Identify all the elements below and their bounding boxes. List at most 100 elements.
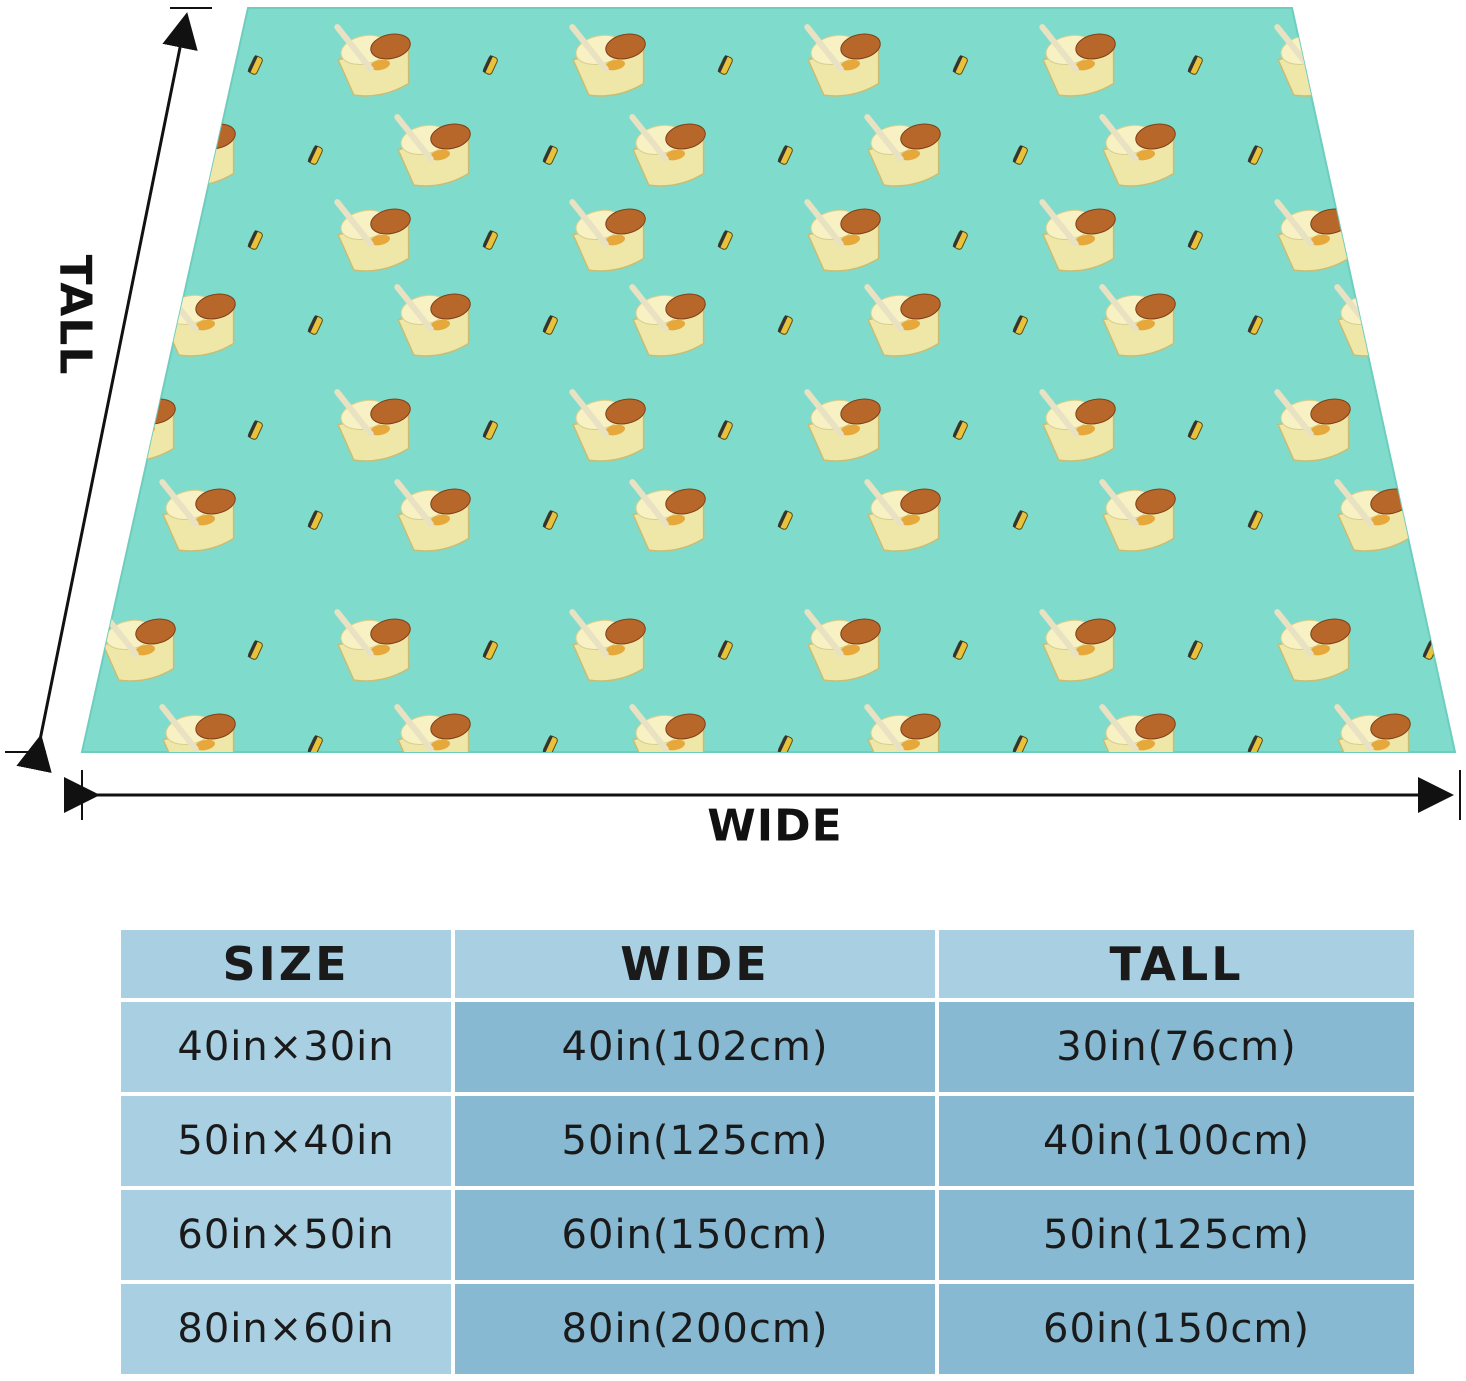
popsicle-icon <box>247 230 263 250</box>
ice-cream-sundae-icon <box>1274 389 1351 462</box>
popsicle-icon <box>1247 510 1263 530</box>
popsicle-icon <box>952 55 968 75</box>
ice-cream-sundae-icon <box>1099 114 1176 187</box>
ice-cream-sundae-icon <box>569 389 646 462</box>
ice-cream-sundae-icon <box>394 479 471 552</box>
popsicle-icon <box>247 420 263 440</box>
ice-cream-sundae-icon <box>804 609 881 682</box>
popsicle-icon <box>952 230 968 250</box>
popsicle-icon <box>952 420 968 440</box>
ice-cream-sundae-icon <box>334 199 411 272</box>
ice-cream-sundae-icon <box>334 389 411 462</box>
ice-cream-sundae-icon <box>804 389 881 462</box>
ice-cream-sundae-icon <box>334 609 411 682</box>
table-row: 80in×60in 80in(200cm) 60in(150cm) <box>121 1284 1414 1374</box>
popsicle-icon <box>542 145 558 165</box>
popsicle-icon <box>1012 735 1028 752</box>
popsicle-icon <box>1422 55 1438 75</box>
ice-cream-sundae-icon <box>629 479 706 552</box>
ice-cream-sundae-icon <box>1039 199 1116 272</box>
header-tall: TALL <box>939 930 1414 998</box>
ice-cream-sundae-icon <box>864 479 941 552</box>
ice-cream-sundae-icon <box>394 114 471 187</box>
ice-cream-sundae-icon <box>569 24 646 97</box>
popsicle-icon <box>777 510 793 530</box>
popsicle-icon <box>542 510 558 530</box>
ice-cream-sundae-icon <box>394 284 471 357</box>
size-cell: 60in×50in <box>121 1190 451 1280</box>
wide-cell: 40in(102cm) <box>455 1002 935 1092</box>
popsicle-icon <box>777 145 793 165</box>
table-row: 40in×30in 40in(102cm) 30in(76cm) <box>121 1002 1414 1092</box>
ice-cream-sundae-icon <box>1334 114 1411 187</box>
size-table: SIZE WIDE TALL 40in×30in 40in(102cm) 30i… <box>117 926 1418 1378</box>
ice-cream-sundae-icon <box>99 199 176 272</box>
popsicle-icon <box>717 230 733 250</box>
ice-cream-sundae-icon <box>1039 609 1116 682</box>
popsicle-icon <box>482 55 498 75</box>
ice-cream-sundae-icon <box>394 704 471 752</box>
ice-cream-sundae-icon <box>1039 24 1116 97</box>
popsicle-icon <box>247 640 263 660</box>
popsicle-icon <box>1012 510 1028 530</box>
popsicle-icon <box>1012 315 1028 335</box>
ice-cream-sundae-icon <box>864 704 941 752</box>
ice-cream-sundae-icon <box>804 199 881 272</box>
ice-cream-sundae-icon <box>1099 704 1176 752</box>
popsicle-icon <box>307 510 323 530</box>
popsicle-icon <box>1187 640 1203 660</box>
popsicle-icon <box>247 55 263 75</box>
header-size: SIZE <box>121 930 451 998</box>
ice-cream-sundae-icon <box>629 704 706 752</box>
popsicle-icon <box>482 420 498 440</box>
popsicle-icon <box>307 735 323 752</box>
popsicle-icon <box>482 230 498 250</box>
ice-cream-sundae-icon <box>1274 609 1351 682</box>
ice-cream-sundae-icon <box>804 24 881 97</box>
table-header-row: SIZE WIDE TALL <box>121 930 1414 998</box>
ice-cream-sundae-icon <box>629 114 706 187</box>
popsicle-icon <box>1247 315 1263 335</box>
popsicle-icon <box>1422 230 1438 250</box>
header-wide: WIDE <box>455 930 935 998</box>
popsicle-icon <box>717 420 733 440</box>
table-row: 50in×40in 50in(125cm) 40in(100cm) <box>121 1096 1414 1186</box>
popsicle-icon <box>717 55 733 75</box>
ice-cream-sundae-icon <box>334 24 411 97</box>
ice-cream-sundae-icon <box>1334 704 1411 752</box>
table-row: 60in×50in 60in(150cm) 50in(125cm) <box>121 1190 1414 1280</box>
ice-cream-sundae-icon <box>1099 479 1176 552</box>
wide-cell: 80in(200cm) <box>455 1284 935 1374</box>
popsicle-icon <box>542 315 558 335</box>
popsicle-icon <box>542 735 558 752</box>
popsicle-icon <box>482 640 498 660</box>
popsicle-icon <box>1187 230 1203 250</box>
popsicle-icon <box>1187 420 1203 440</box>
popsicle-icon <box>1187 55 1203 75</box>
popsicle-icon <box>1422 420 1438 440</box>
popsicle-icon <box>777 735 793 752</box>
tall-cell: 40in(100cm) <box>939 1096 1414 1186</box>
ice-cream-sundae-icon <box>1099 284 1176 357</box>
popsicle-icon <box>777 315 793 335</box>
tall-label: TALL <box>49 254 101 376</box>
blanket <box>80 7 1457 753</box>
popsicle-icon <box>717 640 733 660</box>
ice-cream-sundae-icon <box>1039 389 1116 462</box>
product-diagram: TALL WIDE <box>5 7 1461 852</box>
popsicle-icon <box>307 315 323 335</box>
popsicle-icon <box>1247 145 1263 165</box>
wide-cell: 50in(125cm) <box>455 1096 935 1186</box>
ice-cream-sundae-icon <box>864 284 941 357</box>
popsicle-icon <box>1247 735 1263 752</box>
tall-cell: 30in(76cm) <box>939 1002 1414 1092</box>
ice-cream-sundae-icon <box>629 284 706 357</box>
blanket-diagram <box>5 7 1461 820</box>
popsicle-icon <box>952 640 968 660</box>
tall-cell: 60in(150cm) <box>939 1284 1414 1374</box>
tall-cell: 50in(125cm) <box>939 1190 1414 1280</box>
ice-cream-sundae-icon <box>864 114 941 187</box>
popsicle-icon <box>307 145 323 165</box>
wide-label: WIDE <box>707 800 843 852</box>
ice-cream-sundae-icon <box>569 199 646 272</box>
